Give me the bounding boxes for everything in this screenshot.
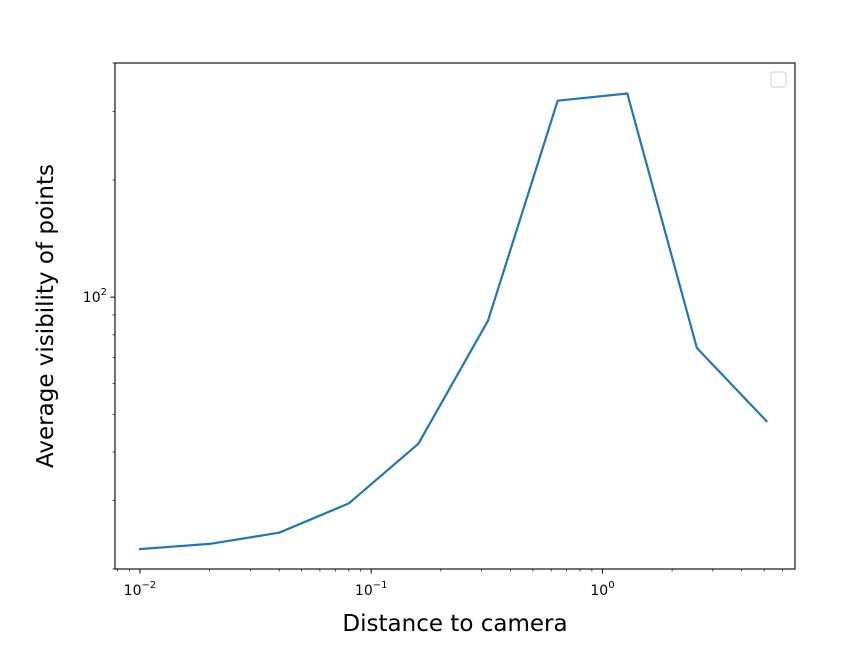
series-line <box>138 92 769 551</box>
x-axis-title: Distance to camera <box>342 611 567 637</box>
major-ticks: 10−2 10−1 100 102 <box>83 287 615 599</box>
x-tick-label: 10−1 <box>355 580 388 599</box>
y-axis-title: Average visibility of points <box>33 164 59 468</box>
plot-area <box>115 63 795 569</box>
y-tick-label: 102 <box>83 287 107 306</box>
plot-frame <box>114 62 796 570</box>
x-tick-label: 100 <box>590 580 614 599</box>
legend-box <box>770 71 787 88</box>
x-tick-label: 10−2 <box>124 580 157 599</box>
